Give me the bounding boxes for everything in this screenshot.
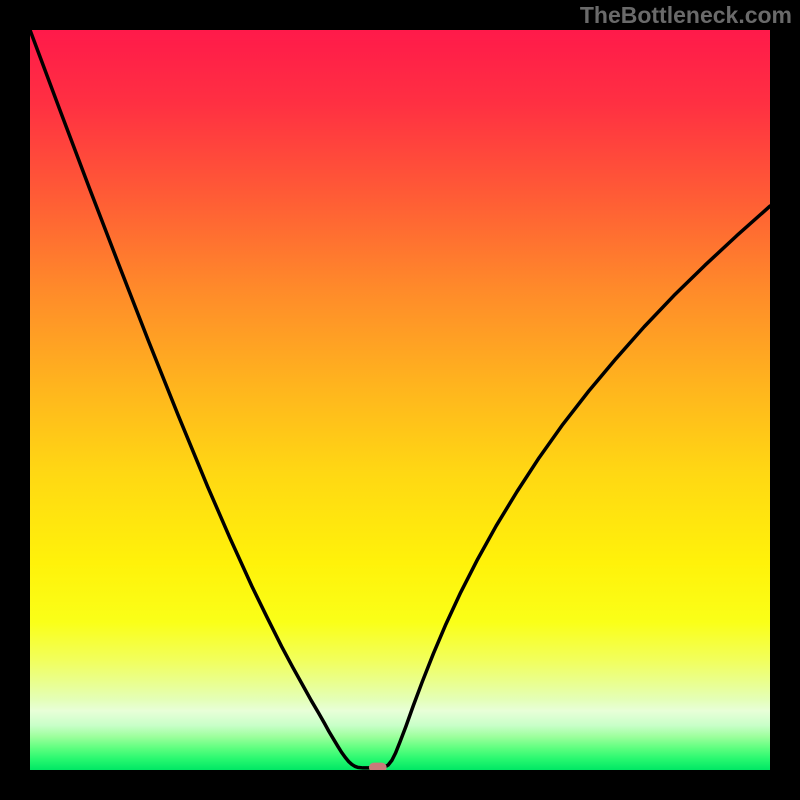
bottleneck-chart xyxy=(30,30,770,770)
watermark-text: TheBottleneck.com xyxy=(580,2,792,29)
optimal-marker xyxy=(369,763,387,770)
chart-svg xyxy=(30,30,770,770)
gradient-background xyxy=(30,30,770,770)
page-frame: TheBottleneck.com xyxy=(0,0,800,800)
